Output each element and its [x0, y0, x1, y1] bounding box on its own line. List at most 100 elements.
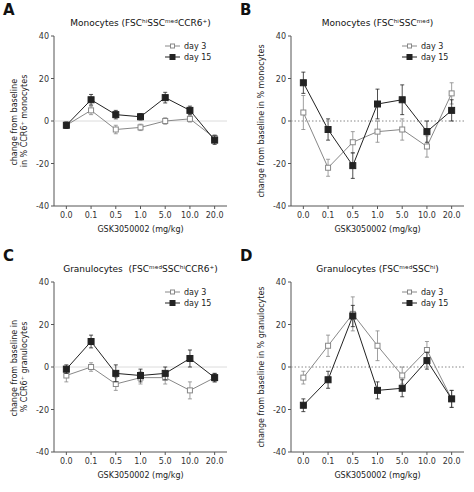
x-tick-label: 0.0	[297, 211, 310, 220]
reference-line	[291, 367, 464, 368]
title: Monocytes (FSCʰⁱSSCᵐᵉᵈCCR6⁺)	[70, 18, 211, 28]
marker	[187, 356, 193, 362]
series-line	[303, 83, 451, 166]
y-tick	[288, 121, 291, 122]
legend-label: day 3	[184, 288, 206, 297]
x-tick	[377, 452, 378, 455]
error-bar	[163, 367, 167, 380]
panel: C-40-20020400.00.10.51.05.010.020.0Granu…	[3, 247, 227, 480]
title: Monocytes (FSCʰⁱSSCᵐᵉᵈ)	[322, 18, 433, 28]
legend-label: day 15	[184, 53, 211, 62]
x-tick	[451, 206, 452, 209]
x-tick-label: 20.0	[206, 457, 224, 466]
y-axis-label: change from baseline in % CCR6⁺ monocyte…	[10, 75, 29, 168]
y-tick-label: 40	[276, 278, 286, 287]
x-tick-label: 5.0	[396, 211, 409, 220]
x-tick	[426, 452, 427, 455]
y-axis-label: change from baseline in % CCR6⁺ granuloc…	[10, 317, 29, 416]
legend-label: day 15	[421, 53, 448, 62]
error-bar	[188, 382, 192, 399]
marker	[375, 343, 380, 348]
marker	[63, 122, 69, 128]
marker	[375, 387, 381, 393]
x-tick	[140, 206, 141, 209]
marker	[64, 123, 69, 128]
panel: A-40-20020400.00.10.51.05.010.020.0Monoc…	[3, 1, 227, 234]
x-tick	[115, 452, 116, 455]
series-line	[66, 367, 214, 390]
legend-marker	[407, 301, 412, 306]
x-tick-label: 5.0	[159, 211, 172, 220]
x-tick	[66, 452, 67, 455]
error-bar	[326, 159, 330, 176]
x-tick-label: 0.1	[322, 211, 335, 220]
legend-label: day 3	[421, 288, 443, 297]
series-line	[66, 98, 214, 141]
x-axis-label: GSK3050002 (mg/kg)	[334, 225, 420, 234]
error-bar	[400, 85, 404, 115]
marker	[325, 127, 331, 133]
error-bar	[326, 371, 330, 388]
error-bar	[89, 106, 93, 115]
y-tick	[51, 36, 54, 37]
marker	[138, 373, 144, 379]
error-bar	[450, 390, 454, 407]
series-line	[303, 93, 451, 167]
error-bar	[351, 305, 355, 326]
x-tick-label: 0.5	[346, 457, 359, 466]
x-tick-label: 0.0	[60, 211, 73, 220]
panel-label: C	[3, 247, 14, 265]
marker	[138, 125, 143, 130]
y-tick	[51, 409, 54, 410]
error-bar	[351, 153, 355, 179]
y-tick	[51, 163, 54, 164]
y-axis-label: change from baseline in % granulocytes	[257, 286, 266, 447]
marker	[350, 163, 356, 169]
error-bar	[188, 350, 192, 367]
plot-area	[291, 72, 464, 178]
figure: A-40-20020400.00.10.51.05.010.020.0Monoc…	[0, 0, 474, 492]
marker	[424, 129, 430, 135]
error-bar	[114, 110, 118, 119]
x-tick	[91, 206, 92, 209]
error-bar	[301, 96, 305, 130]
marker	[212, 375, 217, 380]
error-bar	[163, 118, 167, 124]
x-tick	[328, 206, 329, 209]
y-tick	[288, 367, 291, 368]
y-tick-label: 0	[281, 363, 286, 372]
y-tick	[288, 78, 291, 79]
legend-marker	[171, 44, 175, 48]
y-tick	[288, 409, 291, 410]
x-tick	[66, 206, 67, 209]
error-bar	[450, 390, 454, 407]
marker	[326, 343, 331, 348]
x-tick-label: 0.1	[85, 211, 98, 220]
x-tick-label: 20.0	[443, 457, 461, 466]
series-line	[66, 110, 214, 138]
legend-marker	[170, 301, 175, 306]
legend-marker	[408, 290, 412, 294]
y-tick-label: -40	[273, 448, 286, 457]
x-tick	[214, 452, 215, 455]
marker	[113, 112, 119, 118]
y-tick-label: 0	[44, 117, 49, 126]
plot-area	[54, 335, 227, 399]
y-tick	[51, 282, 54, 283]
series-line	[303, 314, 451, 399]
x-tick-label: 1.0	[371, 457, 384, 466]
error-bar	[139, 369, 143, 382]
marker	[424, 144, 429, 149]
error-bar	[89, 335, 93, 348]
x-tick	[91, 452, 92, 455]
x-tick-label: 10.0	[181, 457, 199, 466]
legend-marker	[170, 55, 175, 60]
error-bar	[351, 132, 355, 153]
error-bar	[213, 136, 217, 145]
y-tick-label: 20	[39, 321, 49, 330]
y-tick-label: 0	[44, 363, 49, 372]
x-tick-label: 0.0	[60, 457, 73, 466]
error-bar	[139, 114, 143, 120]
x-tick	[165, 206, 166, 209]
error-bar	[89, 363, 93, 372]
